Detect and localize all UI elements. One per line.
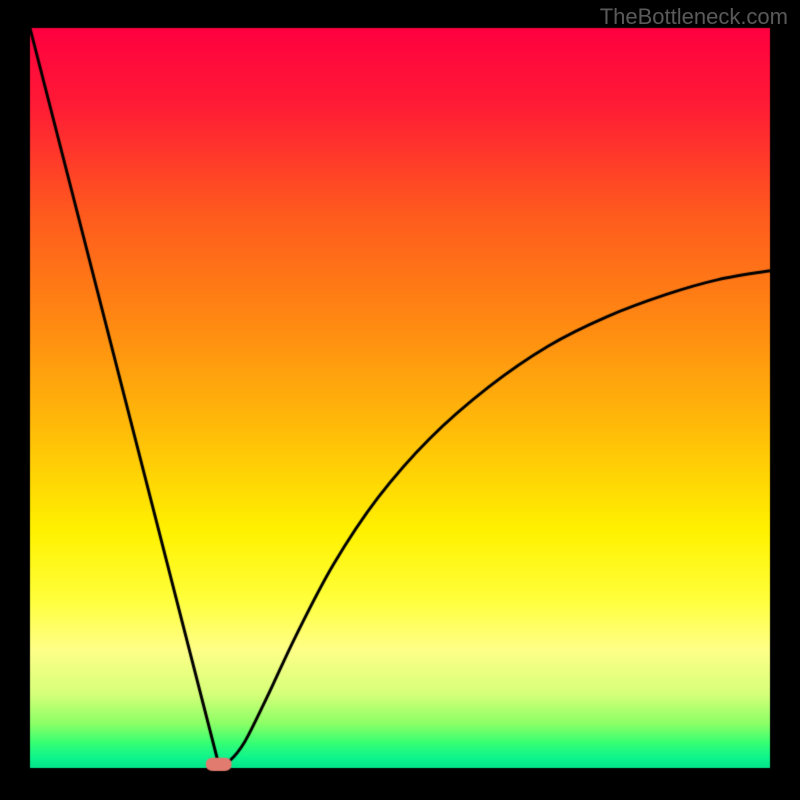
chart-frame: TheBottleneck.com: [0, 0, 800, 800]
watermark-text: TheBottleneck.com: [600, 4, 788, 30]
bottleneck-curve-chart: [0, 0, 800, 800]
